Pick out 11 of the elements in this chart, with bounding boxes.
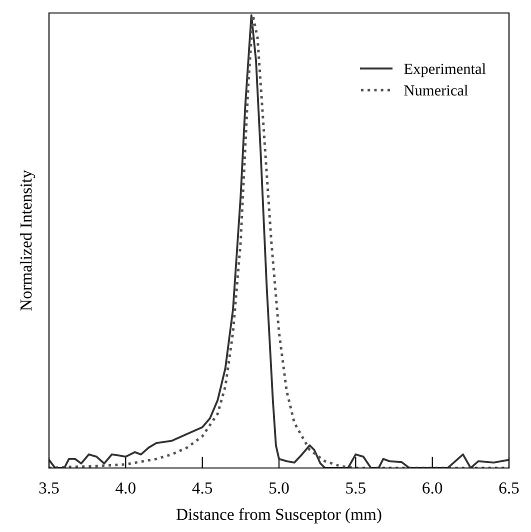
x-tick-label: 6.0 <box>422 482 442 494</box>
y-axis-title: Normalized Intensity <box>20 170 36 311</box>
x-axis-title: Distance from Susceptor (mm) <box>176 508 382 524</box>
x-tick-label: 5.0 <box>270 482 289 494</box>
legend-label: Numerical <box>404 84 468 96</box>
x-tick-label: 6.5 <box>499 482 519 494</box>
legend-label: Experimental <box>404 63 486 78</box>
x-tick-label: 5.5 <box>346 482 366 494</box>
x-tick-label: 4.5 <box>192 482 212 494</box>
x-tick-label: 3.5 <box>39 482 59 494</box>
x-tick-label: 4.0 <box>116 482 136 494</box>
